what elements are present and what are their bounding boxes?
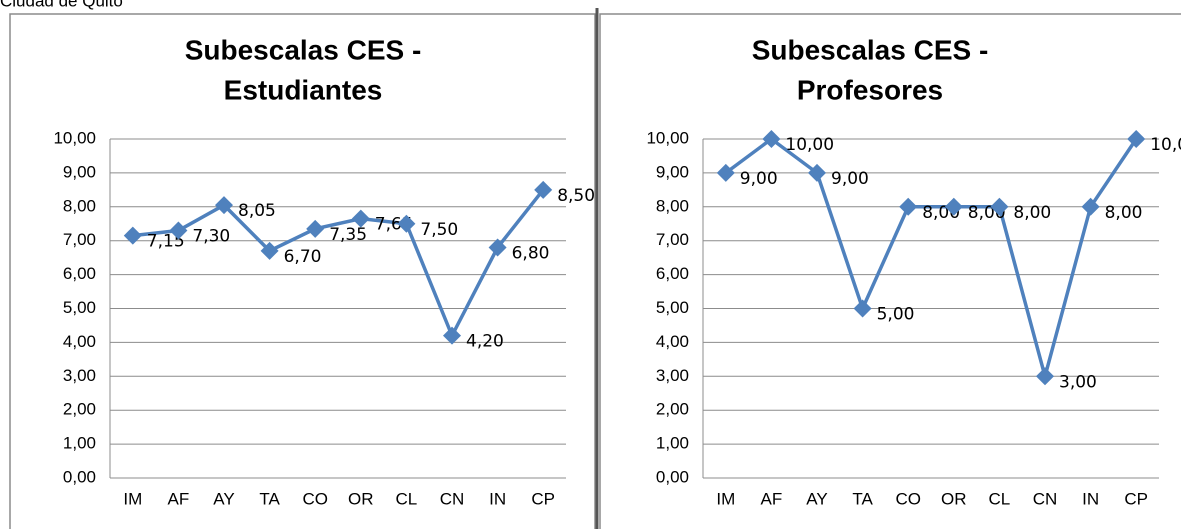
- x-tick-label: CO: [895, 489, 921, 508]
- y-tick-label: 7,00: [656, 230, 689, 249]
- x-tick-label: OR: [348, 489, 374, 508]
- data-label: 9,00: [740, 169, 778, 189]
- data-label: 7,35: [329, 225, 367, 245]
- chart-title: Profesores: [797, 74, 943, 105]
- data-label: 3,00: [1059, 372, 1097, 392]
- line: [132, 188, 545, 340]
- data-label: 7,30: [192, 227, 230, 247]
- y-tick-label: 4,00: [656, 332, 689, 351]
- marker: [808, 163, 826, 182]
- y-tick-label: 1,00: [63, 434, 96, 453]
- chart-title: Subescalas CES -: [752, 34, 989, 65]
- marker: [762, 130, 781, 148]
- y-tick-label: 0,00: [656, 467, 689, 486]
- x-tick-label: TA: [259, 489, 280, 508]
- data-label: 10,00: [1150, 135, 1181, 155]
- x-tick-label: CN: [1033, 489, 1058, 508]
- marker: [397, 214, 416, 233]
- panel-frame: [9, 13, 596, 529]
- marker: [123, 226, 142, 245]
- y-tick-label: 2,00: [656, 400, 689, 419]
- x-tick-label: CP: [531, 489, 555, 508]
- y-tick-label: 6,00: [63, 264, 96, 283]
- y-tick-label: 3,00: [656, 366, 689, 385]
- data-label: 8,00: [1105, 203, 1143, 223]
- y-tick-label: 5,00: [656, 298, 689, 317]
- y-tick-label: 4,00: [63, 332, 96, 351]
- data-label: 8,50: [557, 186, 595, 206]
- y-tick-label: 10,00: [646, 128, 689, 147]
- x-tick-label: CO: [302, 489, 328, 508]
- x-tick-label: AY: [213, 489, 234, 508]
- x-tick-label: CL: [396, 489, 418, 508]
- data-label: 6,80: [512, 243, 550, 263]
- y-tick-label: 1,00: [656, 434, 689, 453]
- x-tick-label: AY: [806, 489, 827, 508]
- marker: [306, 219, 325, 238]
- x-tick-label: CL: [989, 489, 1011, 508]
- y-tick-label: 8,00: [656, 196, 689, 215]
- y-tick-label: 2,00: [63, 400, 96, 419]
- x-tick-label: IN: [489, 489, 506, 508]
- marker: [169, 221, 188, 240]
- marker: [944, 197, 963, 216]
- x-tick-label: IM: [716, 489, 735, 508]
- x-tick-label: CP: [1124, 489, 1148, 508]
- y-tick-label: 10,00: [53, 128, 96, 147]
- marker: [1036, 367, 1054, 386]
- data-label: 9,00: [831, 169, 869, 189]
- marker: [990, 197, 1009, 216]
- x-tick-label: IM: [123, 489, 142, 508]
- x-tick-label: IN: [1082, 489, 1099, 508]
- x-tick-label: AF: [761, 489, 783, 508]
- data-label: 8,05: [238, 201, 276, 221]
- chart-title: Subescalas CES -: [185, 34, 422, 65]
- caption: Ciudad de Quito: [0, 0, 123, 10]
- y-tick-label: 0,00: [63, 467, 96, 486]
- y-tick-label: 5,00: [63, 298, 96, 317]
- marker: [443, 326, 461, 345]
- marker: [1127, 130, 1146, 148]
- marker: [260, 241, 279, 260]
- y-tick-label: 7,00: [63, 230, 96, 249]
- y-tick-label: 9,00: [656, 162, 689, 181]
- line: [724, 136, 1138, 384]
- panel-frame: [599, 13, 1181, 529]
- data-label: 8,00: [1013, 203, 1051, 223]
- data-label: 7,50: [420, 220, 458, 240]
- data-label: 4,20: [466, 332, 504, 352]
- marker: [899, 197, 918, 216]
- data-label: 5,00: [877, 305, 915, 325]
- marker: [534, 180, 553, 199]
- data-label: 10,00: [785, 135, 834, 155]
- marker: [1081, 197, 1100, 216]
- data-label: 7,15: [147, 232, 185, 252]
- marker: [716, 163, 735, 182]
- y-tick-label: 8,00: [63, 196, 96, 215]
- data-label: 6,70: [284, 247, 322, 267]
- marker: [351, 209, 370, 228]
- marker: [853, 299, 872, 318]
- y-tick-label: 6,00: [656, 264, 689, 283]
- y-tick-label: 3,00: [63, 366, 96, 385]
- y-tick-label: 9,00: [63, 162, 96, 181]
- chart-title: Estudiantes: [224, 74, 383, 105]
- x-tick-label: TA: [852, 489, 873, 508]
- marker: [488, 238, 507, 257]
- x-tick-label: OR: [941, 489, 967, 508]
- x-tick-label: CN: [440, 489, 465, 508]
- marker: [215, 196, 233, 215]
- x-tick-label: AF: [168, 489, 190, 508]
